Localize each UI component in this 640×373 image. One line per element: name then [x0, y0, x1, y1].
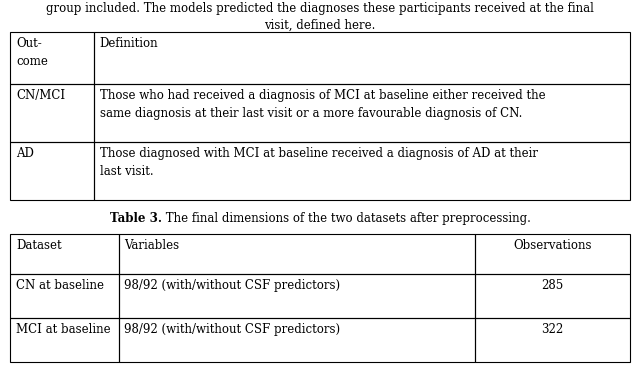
Text: CN/MCI: CN/MCI	[16, 89, 65, 102]
Bar	[475, 234, 630, 274]
Bar	[93, 142, 630, 200]
Bar	[118, 234, 475, 274]
Bar	[10, 32, 93, 84]
Text: Dataset: Dataset	[16, 239, 61, 252]
Bar	[10, 274, 118, 318]
Bar	[118, 318, 475, 362]
Bar	[475, 318, 630, 362]
Text: 285: 285	[541, 279, 564, 292]
Bar	[118, 274, 475, 318]
Text: 322: 322	[541, 323, 564, 336]
Text: Definition: Definition	[100, 37, 158, 50]
Bar	[10, 234, 118, 274]
Bar	[10, 142, 93, 200]
Bar	[475, 274, 630, 318]
Bar	[10, 318, 118, 362]
Bar	[93, 84, 630, 142]
Text: group included. The models predicted the diagnoses these participants received a: group included. The models predicted the…	[46, 2, 594, 32]
Bar	[93, 32, 630, 84]
Text: 98/92 (with/without CSF predictors): 98/92 (with/without CSF predictors)	[125, 323, 340, 336]
Text: MCI at baseline: MCI at baseline	[16, 323, 111, 336]
Text: Those diagnosed with MCI at baseline received a diagnosis of AD at their
last vi: Those diagnosed with MCI at baseline rec…	[100, 147, 538, 178]
Text: Variables: Variables	[125, 239, 180, 252]
Text: Observations: Observations	[513, 239, 592, 252]
Text: CN at baseline: CN at baseline	[16, 279, 104, 292]
Bar	[10, 84, 93, 142]
Text: Table 3.: Table 3.	[109, 212, 161, 225]
Text: Table 3. The final dimensions of the two datasets after preprocessing.: Table 3. The final dimensions of the two…	[112, 212, 528, 225]
Text: 98/92 (with/without CSF predictors): 98/92 (with/without CSF predictors)	[125, 279, 340, 292]
Text: Those who had received a diagnosis of MCI at baseline either received the
same d: Those who had received a diagnosis of MC…	[100, 89, 545, 120]
Text: AD: AD	[16, 147, 34, 160]
Text: Out-
come: Out- come	[16, 37, 48, 68]
Text: The final dimensions of the two datasets after preprocessing.: The final dimensions of the two datasets…	[161, 212, 531, 225]
